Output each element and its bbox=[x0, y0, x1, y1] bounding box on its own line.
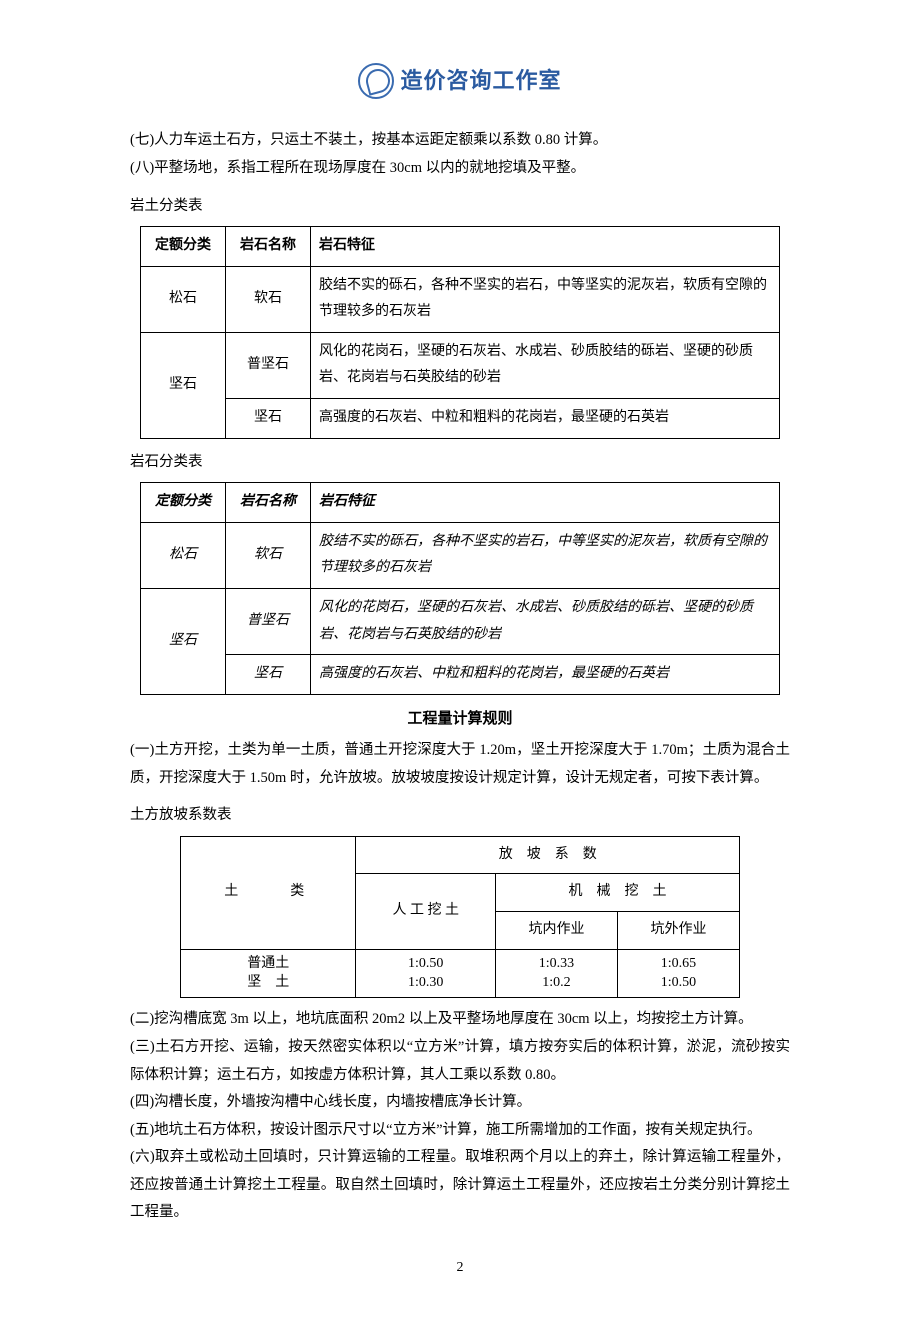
td-in: 1:0.33 1:0.2 bbox=[496, 949, 618, 998]
txt: 1:0.30 bbox=[408, 975, 443, 990]
paragraph-rule-4: (四)沟槽长度，外墙按沟槽中心线长度，内墙按槽底净长计算。 bbox=[130, 1089, 790, 1117]
txt: 1:0.65 bbox=[661, 956, 696, 971]
paragraph-rule-5: (五)地坑土石方体积，按设计图示尺寸以“立方米”计算，施工所需增加的工作面，按有… bbox=[130, 1117, 790, 1145]
paragraph-rule-3: (三)土石方开挖、运输，按天然密实体积以“立方米”计算，填方按夯实后的体积计算，… bbox=[130, 1034, 790, 1089]
th-name: 岩石名称 bbox=[226, 483, 311, 523]
td: 软石 bbox=[226, 522, 311, 588]
td: 软石 bbox=[226, 266, 311, 332]
txt: 坚 土 bbox=[247, 975, 289, 990]
slope-table: 土 类 放 坡 系 数 人 工 挖 土 机 械 挖 土 坑内作业 坑外作业 普通… bbox=[180, 836, 740, 999]
td: 高强度的石灰岩、中粒和粗料的花岗岩，最坚硬的石英岩 bbox=[311, 399, 780, 439]
txt: 1:0.33 bbox=[539, 956, 574, 971]
rock-table-1: 定额分类 岩石名称 岩石特征 松石 软石 胶结不实的砾石，各种不坚实的岩石，中等… bbox=[140, 226, 780, 439]
td: 普坚石 bbox=[226, 588, 311, 654]
td: 坚石 bbox=[141, 588, 226, 694]
td: 风化的花岗石，坚硬的石灰岩、水成岩、砂质胶结的砾岩、坚硬的砂质岩、花岗岩与石英胶… bbox=[311, 332, 780, 398]
th-top: 放 坡 系 数 bbox=[356, 836, 740, 874]
td: 松石 bbox=[141, 522, 226, 588]
td: 高强度的石灰岩、中粒和粗料的花岗岩，最坚硬的石英岩 bbox=[311, 655, 780, 695]
td: 坚石 bbox=[226, 655, 311, 695]
th-name: 岩石名称 bbox=[226, 227, 311, 267]
paragraph-rule-6: (六)取弃土或松动土回填时，只计算运输的工程量。取堆积两个月以上的弃土，除计算运… bbox=[130, 1144, 790, 1227]
td: 松石 bbox=[141, 266, 226, 332]
table-caption-slope: 土方放坡系数表 bbox=[130, 802, 790, 830]
txt: 1:0.2 bbox=[542, 975, 570, 990]
txt: 1:0.50 bbox=[661, 975, 696, 990]
td: 胶结不实的砾石，各种不坚实的岩石，中等坚实的泥灰岩，软质有空隙的节理较多的石灰岩 bbox=[311, 522, 780, 588]
td: 风化的花岗石，坚硬的石灰岩、水成岩、砂质胶结的砾岩、坚硬的砂质岩、花岗岩与石英胶… bbox=[311, 588, 780, 654]
th-feature: 岩石特征 bbox=[311, 483, 780, 523]
td: 胶结不实的砾石，各种不坚实的岩石，中等坚实的泥灰岩，软质有空隙的节理较多的石灰岩 bbox=[311, 266, 780, 332]
th-cat: 定额分类 bbox=[141, 483, 226, 523]
th-mech: 机 械 挖 土 bbox=[496, 874, 740, 912]
paragraph-8: (八)平整场地，系指工程所在现场厚度在 30cm 以内的就地挖填及平整。 bbox=[130, 155, 790, 183]
page-number: 2 bbox=[130, 1255, 790, 1282]
td-out: 1:0.65 1:0.50 bbox=[617, 949, 739, 998]
th-cat: 定额分类 bbox=[141, 227, 226, 267]
paragraph-7: (七)人力车运土石方，只运土不装土，按基本运距定额乘以系数 0.80 计算。 bbox=[130, 127, 790, 155]
paragraph-rule-1: (一)土方开挖，土类为单一土质，普通土开挖深度大于 1.20m，坚土开挖深度大于… bbox=[130, 737, 790, 792]
txt: 1:0.50 bbox=[408, 956, 443, 971]
th-out: 坑外作业 bbox=[617, 912, 739, 950]
logo-text: 造价咨询工作室 bbox=[400, 60, 561, 102]
th-feature: 岩石特征 bbox=[311, 227, 780, 267]
td-manual: 1:0.50 1:0.30 bbox=[356, 949, 496, 998]
table-caption-rock2: 岩石分类表 bbox=[130, 449, 790, 477]
th-manual: 人 工 挖 土 bbox=[356, 874, 496, 949]
td: 普坚石 bbox=[226, 332, 311, 398]
section-heading: 工程量计算规则 bbox=[130, 705, 790, 734]
logo-icon bbox=[358, 63, 394, 99]
th-soil: 土 类 bbox=[181, 836, 356, 949]
td: 坚石 bbox=[226, 399, 311, 439]
header-logo: 造价咨询工作室 bbox=[130, 60, 790, 109]
paragraph-rule-2: (二)挖沟槽底宽 3m 以上，地坑底面积 20m2 以上及平整场地厚度在 30c… bbox=[130, 1006, 790, 1034]
th-in: 坑内作业 bbox=[496, 912, 618, 950]
table-caption-rock1: 岩土分类表 bbox=[130, 193, 790, 221]
td-label: 普通土 坚 土 bbox=[181, 949, 356, 998]
td: 坚石 bbox=[141, 332, 226, 438]
txt: 普通土 bbox=[247, 956, 289, 971]
rock-table-2: 定额分类 岩石名称 岩石特征 松石 软石 胶结不实的砾石，各种不坚实的岩石，中等… bbox=[140, 482, 780, 695]
